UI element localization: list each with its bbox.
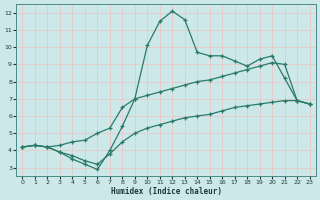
X-axis label: Humidex (Indice chaleur): Humidex (Indice chaleur) — [110, 187, 221, 196]
